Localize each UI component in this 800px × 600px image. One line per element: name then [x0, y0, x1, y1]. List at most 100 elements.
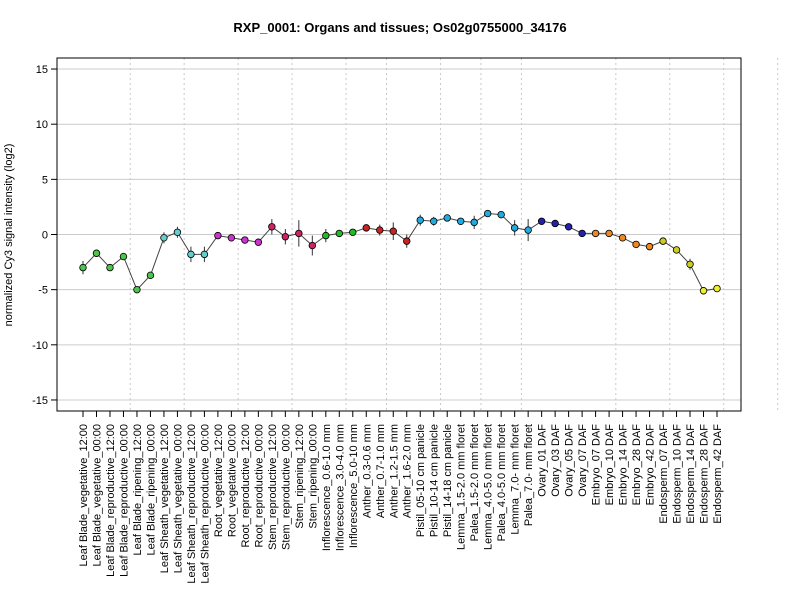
x-tick-label: Inflorescence_0.6-1.0 mm	[321, 424, 333, 551]
data-point	[268, 223, 276, 231]
data-point	[564, 223, 573, 231]
x-tick-label: Inflorescence_3.0-4.0 mm	[334, 424, 346, 551]
y-tick-label: 15	[36, 64, 48, 76]
data-point	[618, 234, 627, 242]
x-tick-label: Endosperm_42 DAF	[712, 424, 724, 524]
y-tick-label: 10	[36, 119, 48, 131]
x-tick-label: Pistil_14-18 cm panicle	[442, 424, 454, 537]
x-tick-label: Palea_4.0-5.0 mm floret	[496, 424, 508, 541]
x-tick-label: Ovary_01 DAF	[537, 424, 549, 497]
x-tick-label: Pistil_10-14 cm panicle	[429, 424, 441, 537]
x-tick-label: Embryo_14 DAF	[618, 424, 630, 506]
x-tick-label: Leaf Sheath_vegetative_00:00	[172, 424, 184, 573]
x-tick-label: Stem_ripening_12:00	[294, 424, 306, 529]
x-tick-label: Leaf Blade_ripening_00:00	[145, 424, 157, 556]
data-point	[659, 237, 667, 245]
data-point	[160, 234, 168, 242]
x-tick-label: Stem_reproductive_00:00	[280, 424, 292, 550]
data-point	[173, 228, 182, 236]
data-point	[349, 228, 357, 236]
data-point	[119, 252, 128, 261]
data-point	[335, 229, 343, 238]
data-point	[686, 260, 694, 268]
x-tick-label: Lemma_1.5-2.0 mm floret	[456, 424, 468, 550]
data-point	[403, 237, 411, 245]
series-line	[82, 213, 718, 292]
x-tick-label: Stem_reproductive_12:00	[267, 424, 279, 550]
data-point	[524, 226, 532, 234]
x-tick-label: Leaf Sheath_reproductive_00:00	[199, 424, 211, 584]
data-point	[146, 271, 155, 280]
x-tick-label: Lemma_7.0- mm floret	[510, 424, 522, 535]
x-tick-label: Leaf Blade_reproductive_12:00	[105, 424, 117, 577]
data-point	[672, 246, 681, 254]
data-point	[457, 217, 465, 225]
data-point	[537, 217, 546, 225]
data-point	[295, 229, 303, 238]
grid-layer	[57, 58, 779, 411]
x-tick-label: Embryo_10 DAF	[604, 424, 616, 506]
series-layer	[79, 209, 721, 295]
data-point	[241, 236, 249, 244]
data-point	[106, 263, 114, 272]
x-tick-label: Leaf Blade_ripening_12:00	[132, 424, 144, 556]
data-point	[578, 229, 586, 238]
data-point	[510, 224, 519, 232]
axis-layer: -15 -10 -5 0 5 10 15 Leaf Blade_vegetative_12:0…	[32, 64, 724, 584]
data-point	[416, 216, 424, 224]
x-tick-label: Anther_1.2-1.5 mm	[388, 424, 400, 518]
data-point	[497, 210, 505, 219]
x-tick-label: Endosperm_14 DAF	[685, 424, 697, 524]
x-tick-label: Leaf Sheath_reproductive_12:00	[186, 424, 198, 584]
data-point	[605, 229, 613, 238]
x-tick-label: Ovary_05 DAF	[564, 424, 576, 497]
data-point	[389, 227, 397, 235]
x-tick-label: Endosperm_07 DAF	[658, 424, 670, 524]
y-tick-label: 0	[42, 230, 48, 242]
data-point	[632, 240, 640, 249]
data-point	[699, 287, 708, 295]
x-tick-label: Embryo_28 DAF	[631, 424, 643, 506]
x-tick-label: Leaf Blade_vegetative_00:00	[91, 424, 103, 567]
data-point	[362, 224, 370, 232]
data-point	[92, 249, 101, 257]
data-point	[591, 229, 600, 238]
data-point	[645, 242, 654, 251]
data-point	[308, 241, 317, 250]
x-tick-label: Endosperm_10 DAF	[672, 424, 684, 524]
x-tick-label: Leaf Sheath_vegetative_12:00	[159, 424, 171, 573]
data-point	[227, 234, 236, 242]
data-point	[254, 238, 263, 246]
x-tick-label: Leaf Blade_reproductive_00:00	[118, 424, 130, 577]
x-tick-label: Stem_ripening_00:00	[307, 424, 319, 529]
data-point	[713, 284, 721, 293]
x-tick-label: Embryo_42 DAF	[645, 424, 657, 506]
chart-title: RXP_0001: Organs and tissues; Os02g07550…	[233, 20, 566, 35]
x-tick-label: Leaf Blade_vegetative_12:00	[78, 424, 90, 567]
data-point	[214, 231, 222, 240]
data-point	[376, 226, 384, 234]
data-point	[322, 231, 330, 240]
y-axis-label: normalized Cy3 signal intensity (log2)	[3, 144, 15, 327]
y-tick-label: -10	[32, 340, 48, 352]
data-point	[79, 263, 87, 272]
data-point	[133, 285, 141, 294]
data-point	[551, 219, 559, 228]
x-tick-label: Root_vegetative_00:00	[226, 424, 238, 537]
x-tick-label: Root_vegetative_12:00	[213, 424, 225, 537]
x-tick-label: Inflorescence_5.0-10 mm	[348, 424, 360, 548]
x-tick-label: Pistil_05-10 cm panicle	[415, 424, 427, 537]
x-tick-label: Embryo_07 DAF	[591, 424, 603, 506]
data-point	[281, 233, 290, 241]
data-point	[443, 214, 451, 222]
x-tick-label: Root_reproductive_12:00	[240, 424, 252, 548]
x-tick-label: Anther_0.7-1.0 mm	[375, 424, 387, 518]
y-tick-label: 5	[42, 174, 48, 186]
x-tick-label: Endosperm_28 DAF	[699, 424, 711, 524]
data-point	[200, 250, 209, 259]
x-tick-label: Palea_1.5-2.0 mm floret	[469, 424, 481, 541]
x-tick-label: Anther_1.6-2.0 mm	[402, 424, 414, 518]
x-tick-label: Anther_0.3-0.6 mm	[361, 424, 373, 518]
data-point	[470, 218, 478, 227]
